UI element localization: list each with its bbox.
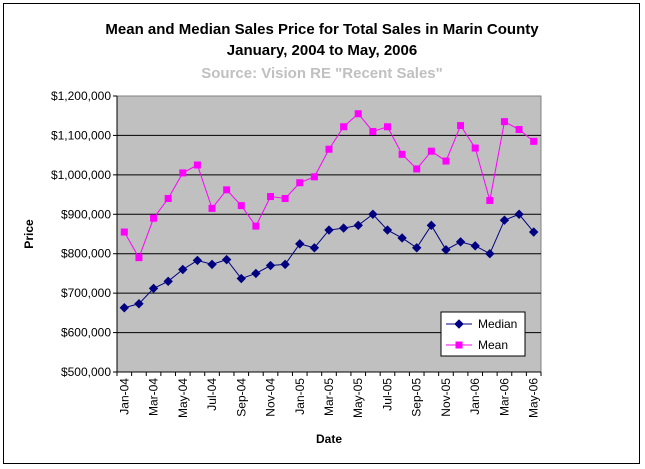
mean-data-point (340, 123, 348, 131)
median-data-point (163, 276, 173, 287)
median-data-point (236, 273, 246, 284)
y-tick-label: $500,000 (61, 365, 111, 379)
mean-data-point (135, 254, 143, 262)
median-data-point (412, 243, 422, 253)
legend: Median Mean (440, 311, 526, 357)
median-data-point (426, 220, 437, 231)
median-data-point (338, 223, 349, 233)
mean-data-point (471, 144, 479, 152)
x-tick-label: Mar-04 (147, 378, 161, 416)
median-data-point (397, 233, 407, 243)
chart-subtitle: Source: Vision RE "Recent Sales" (201, 65, 443, 82)
mean-data-point (515, 126, 523, 134)
legend-markers (446, 319, 472, 349)
x-tick-label: May-06 (527, 378, 541, 418)
median-data-point (382, 225, 393, 235)
median-data-point (119, 303, 130, 313)
x-tick-label: May-04 (176, 378, 190, 418)
x-tick-label: Nov-04 (264, 378, 278, 417)
legend-label-median: Median (478, 317, 517, 331)
legend-marker-mean (455, 341, 463, 349)
median-data-point (148, 283, 159, 294)
median-data-point (309, 243, 320, 253)
median-data-point (280, 259, 290, 270)
median-data-point (368, 209, 378, 219)
mean-data-point (325, 145, 333, 153)
mean-data-point (193, 161, 201, 169)
mean-data-point (267, 193, 275, 201)
gridlines (117, 134, 541, 334)
y-tick-label: $1,200,000 (51, 89, 111, 103)
y-tick-label: $1,100,000 (51, 128, 111, 142)
x-axis-ticks: Jan-04 Mar-04 May-04 Jul-04 Sep-04 Nov-04 Jan-… (116, 372, 542, 418)
y-axis-label: Price (22, 219, 36, 249)
mean-data-point (281, 195, 289, 203)
x-tick-label: Jan-04 (117, 378, 131, 415)
mean-data-point (530, 137, 538, 145)
y-axis-ticks: $500,000 $600,000 $700,000 $800,000 $900,000… (51, 89, 117, 379)
median-data-point (251, 268, 261, 279)
y-tick-label: $800,000 (61, 247, 111, 261)
mean-data-point (383, 123, 391, 131)
x-tick-label: Jul-05 (380, 378, 394, 411)
legend-marker-median (454, 319, 464, 329)
mean-data-point (442, 157, 450, 165)
mean-data-point (164, 195, 172, 203)
x-tick-label: Jan-06 (468, 378, 482, 415)
median-data-point (265, 260, 276, 271)
mean-data-point (208, 204, 216, 212)
median-data-point (221, 254, 232, 265)
y-tick-label: $600,000 (61, 326, 111, 340)
mean-data-point (427, 147, 435, 155)
mean-data-point (369, 127, 377, 135)
mean-data-point (500, 118, 508, 126)
median-data-point (178, 264, 188, 275)
x-tick-label: Sep-04 (234, 378, 248, 417)
mean-data-point (486, 196, 494, 204)
mean-data-point (150, 214, 158, 222)
mean-data-point (223, 186, 231, 194)
y-tick-label: $1,000,000 (51, 168, 111, 182)
y-tick-label: $700,000 (61, 286, 111, 300)
median-data-point (134, 299, 144, 309)
x-tick-label: May-05 (351, 378, 365, 418)
mean-data-point (237, 202, 245, 210)
x-axis-label: Date (316, 432, 342, 446)
mean-data-point (120, 228, 128, 236)
median-data-point (207, 259, 217, 270)
chart-title-line1: Mean and Median Sales Price for Total Sa… (105, 21, 539, 38)
y-tick-label: $900,000 (61, 207, 111, 221)
median-data-point (353, 220, 363, 231)
x-tick-label: Jul-04 (205, 378, 219, 411)
x-tick-label: Nov-05 (439, 378, 453, 417)
axes (116, 96, 541, 373)
x-tick-label: Mar-05 (322, 378, 336, 416)
series-lines (119, 110, 539, 313)
median-data-point (499, 215, 510, 225)
mean-data-point (296, 179, 304, 187)
median-data-point (470, 241, 480, 251)
median-data-point (455, 237, 466, 247)
median-data-point (441, 245, 451, 255)
mean-data-point (179, 169, 187, 177)
median-data-point (295, 239, 305, 249)
x-tick-label: Jan-05 (293, 378, 307, 415)
median-data-point (324, 225, 334, 235)
median-data-point (192, 255, 203, 266)
median-data-point (485, 249, 495, 259)
legend-label-mean: Mean (478, 338, 508, 352)
mean-data-point (398, 150, 406, 158)
median-data-point (528, 227, 539, 237)
median-data-point (514, 209, 524, 219)
x-tick-label: Sep-05 (410, 378, 424, 417)
mean-data-point (457, 122, 465, 130)
legend-box (440, 311, 526, 357)
mean-data-point (413, 165, 421, 173)
mean-data-point (310, 173, 318, 181)
chart-title-line2: January, 2004 to May, 2006 (227, 42, 417, 59)
mean-data-point (354, 110, 362, 118)
x-tick-label: Mar-06 (497, 378, 511, 416)
mean-data-point (252, 222, 260, 230)
